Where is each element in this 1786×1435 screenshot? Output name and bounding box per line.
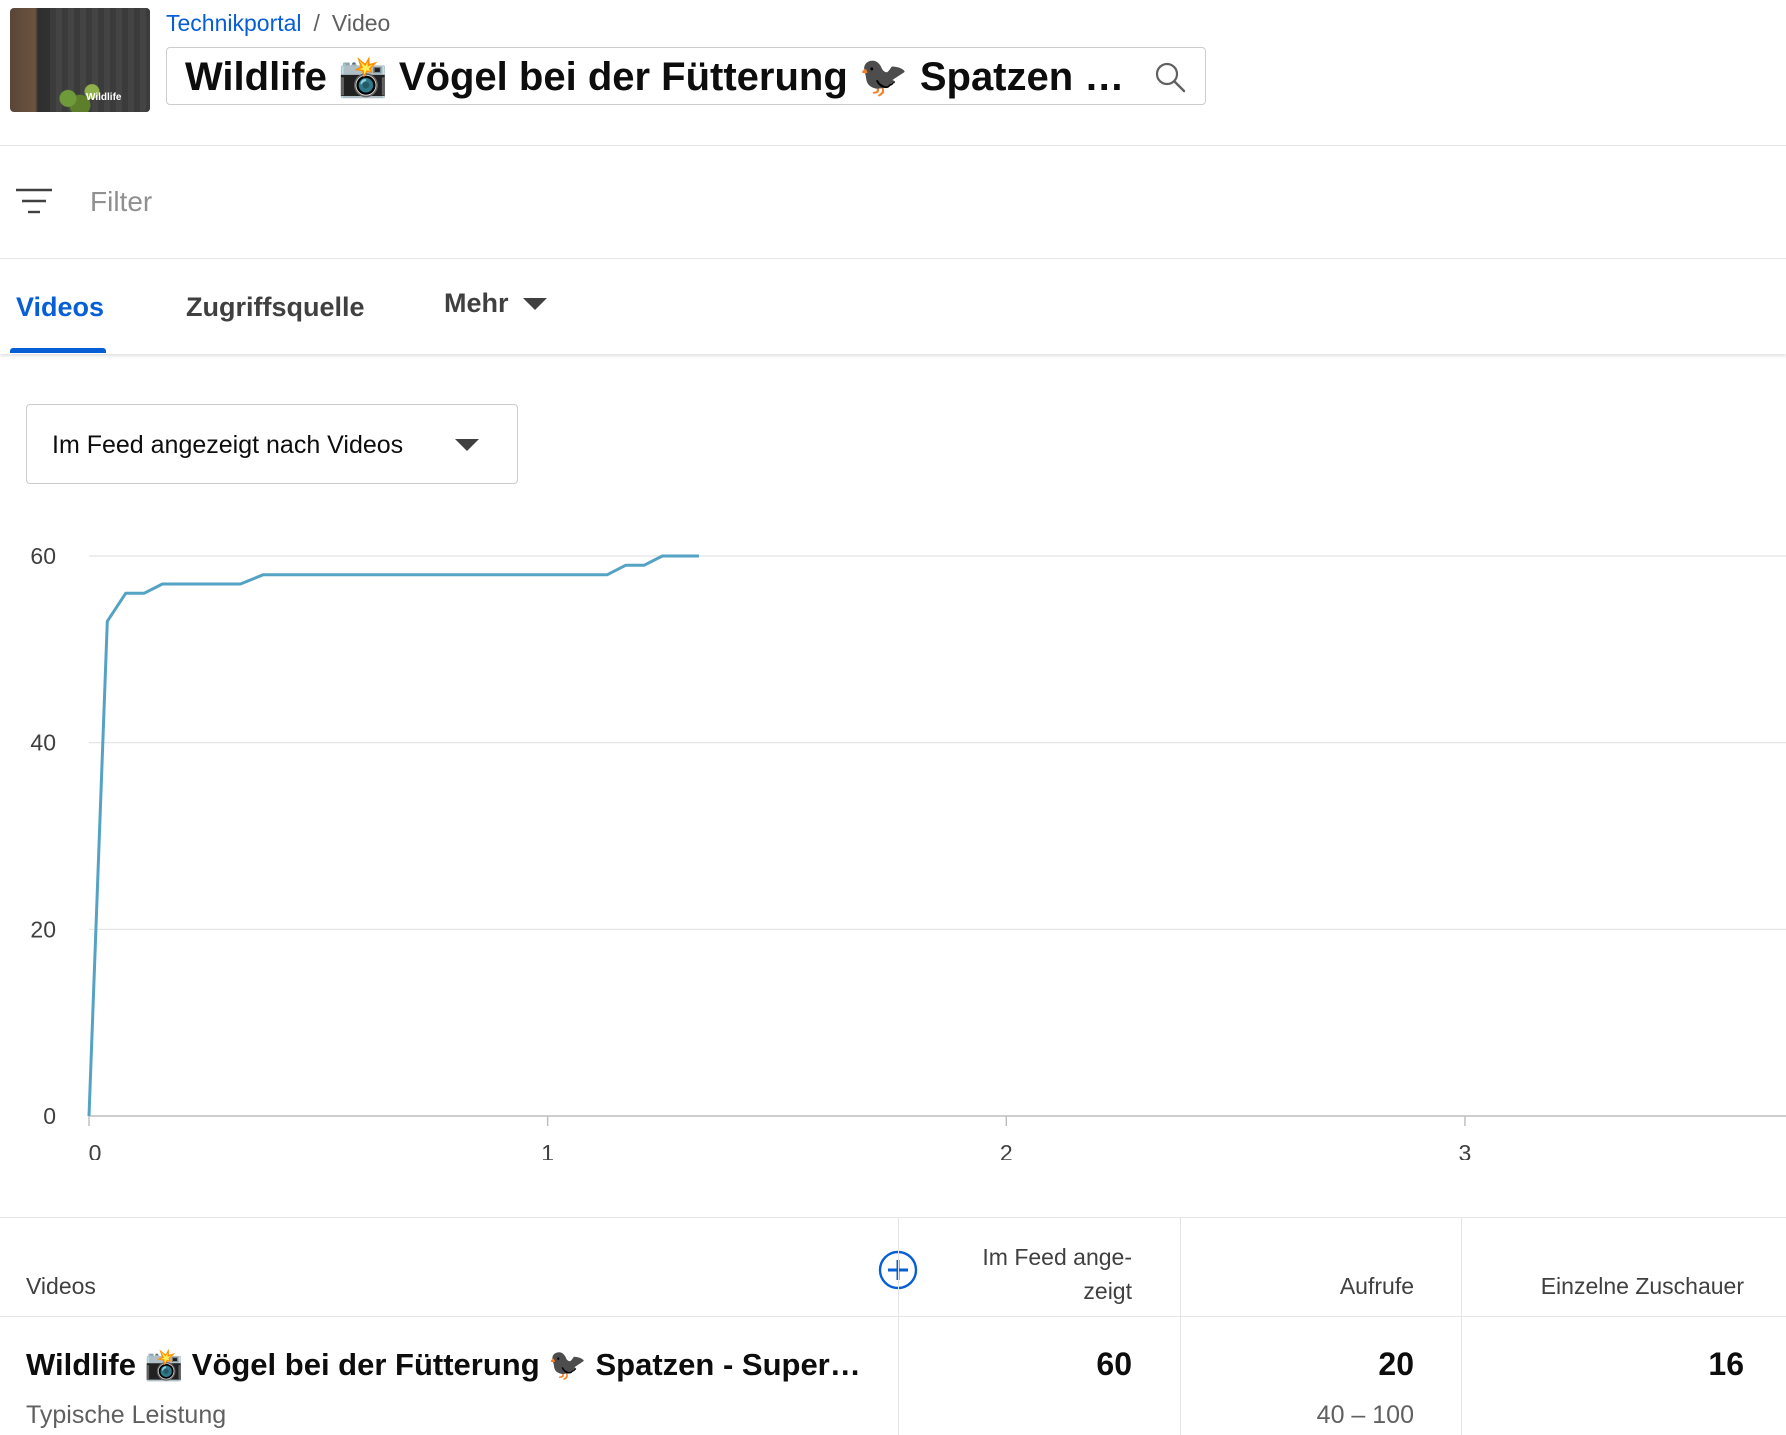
cell-unique-viewers: 16 (1480, 1346, 1744, 1383)
chevron-down-icon (523, 298, 547, 310)
impressions-line-chart: 0 20 40 60 0 1 2 3 (0, 520, 1786, 1160)
cell-impressions: 60 (900, 1346, 1132, 1383)
breadcrumb: Technikportal / Video (166, 10, 390, 37)
filter-input[interactable]: Filter (90, 186, 152, 218)
cell-views-typical-range: 40 – 100 (1200, 1401, 1414, 1430)
dropdown-arrow-icon (455, 439, 479, 451)
search-icon[interactable] (1153, 60, 1187, 94)
column-divider (898, 1218, 899, 1435)
cell-views: 20 (1200, 1346, 1414, 1383)
column-header-impressions[interactable]: Im Feed ange- zeigt (900, 1240, 1132, 1308)
column-header-unique-viewers[interactable]: Einzelne Zuschauer (1480, 1273, 1744, 1300)
filter-bar: Filter (0, 146, 1786, 259)
video-search-input[interactable]: Wildlife 📸 Vögel bei der Fütterung 🐦‍⬛ S… (166, 47, 1206, 105)
row-typical-performance: Typische Leistung (26, 1401, 226, 1430)
x-tick-label: 3 (1459, 1140, 1472, 1160)
column-header-views[interactable]: Aufrufe (1200, 1273, 1414, 1300)
breadcrumb-channel-link[interactable]: Technikportal (166, 10, 302, 37)
x-tick-label: 1 (541, 1140, 554, 1160)
breadcrumb-separator: / (314, 10, 320, 37)
y-tick-label: 40 (30, 730, 56, 756)
videos-table: Videos Im Feed ange- zeigt Aufrufe Einze… (0, 1217, 1786, 1435)
filter-icon[interactable] (14, 186, 54, 216)
x-tick-label: 2 (1000, 1140, 1013, 1160)
column-divider (1180, 1218, 1181, 1435)
column-header-impressions-line1: Im Feed ange- (982, 1244, 1132, 1270)
tab-more-label: Mehr (444, 288, 509, 319)
video-thumbnail[interactable]: Wildlife (10, 8, 150, 112)
column-header-impressions-line2: zeigt (1083, 1278, 1132, 1304)
tab-bar: Videos Zugriffsquelle Mehr (0, 259, 1786, 354)
page-header: Wildlife Technikportal / Video Wildlife … (0, 0, 1786, 146)
series-line (89, 556, 699, 1116)
x-tick-label: 0 (89, 1140, 102, 1160)
tab-traffic-source[interactable]: Zugriffsquelle (186, 292, 365, 323)
metric-select-value: Im Feed angezeigt nach Videos (52, 431, 403, 460)
video-search-value[interactable]: Wildlife 📸 Vögel bei der Fütterung 🐦‍⬛ S… (185, 53, 1135, 100)
row-video-title[interactable]: Wildlife 📸 Vögel bei der Fütterung 🐦‍⬛ S… (26, 1346, 876, 1383)
thumbnail-label: Wildlife (86, 92, 121, 103)
table-header: Videos Im Feed ange- zeigt Aufrufe Einze… (0, 1218, 1786, 1317)
tab-videos[interactable]: Videos (16, 292, 104, 323)
column-divider (1461, 1218, 1462, 1435)
y-tick-label: 20 (30, 916, 56, 942)
y-tick-label: 60 (30, 543, 56, 569)
active-tab-indicator (10, 348, 106, 353)
tab-more[interactable]: Mehr (444, 288, 547, 319)
column-header-videos[interactable]: Videos (26, 1273, 96, 1300)
y-tick-label: 0 (43, 1103, 56, 1129)
metric-select[interactable]: Im Feed angezeigt nach Videos (26, 404, 518, 484)
breadcrumb-current: Video (332, 10, 390, 37)
